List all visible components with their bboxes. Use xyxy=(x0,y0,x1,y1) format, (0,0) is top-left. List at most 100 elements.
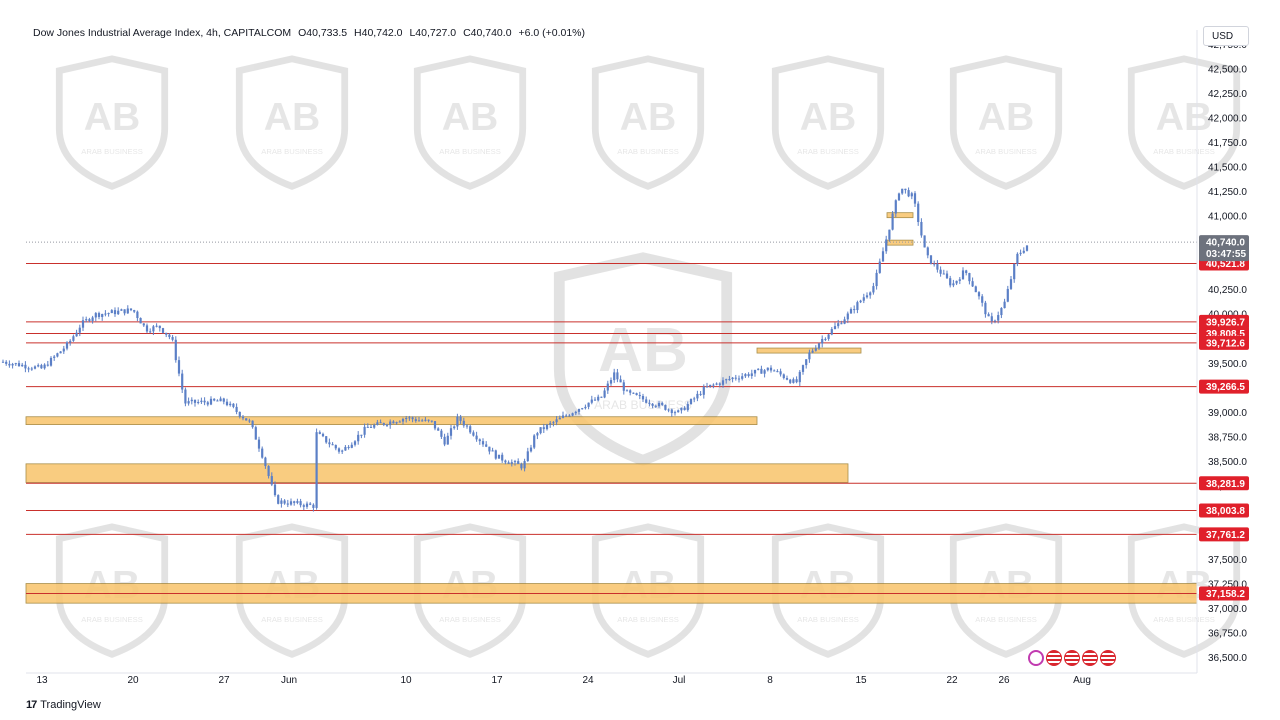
candle-body xyxy=(664,404,667,410)
candle-body xyxy=(593,399,597,401)
level-price-tag xyxy=(1199,335,1249,350)
candle-body xyxy=(670,409,673,414)
time-tick-label: 22 xyxy=(946,675,958,686)
candle-body xyxy=(462,420,465,426)
candle-body xyxy=(785,378,789,380)
candle-body xyxy=(238,411,241,417)
candle-body xyxy=(177,360,181,374)
time-tick-label: 26 xyxy=(998,675,1010,686)
candle-body xyxy=(571,413,574,416)
candle-body xyxy=(968,273,971,282)
candle-body xyxy=(981,296,984,303)
candle-body xyxy=(910,193,913,197)
candle-body xyxy=(702,386,705,395)
candle-body xyxy=(453,426,456,429)
candle-body xyxy=(552,422,555,424)
candle-body xyxy=(75,332,78,337)
candle-body xyxy=(789,379,792,383)
candle-body xyxy=(865,295,869,298)
candle-body xyxy=(414,419,417,422)
candle-body xyxy=(721,380,725,385)
candle-body xyxy=(641,395,645,400)
candle-body xyxy=(577,409,581,412)
candle-body xyxy=(149,331,152,333)
candle-body xyxy=(401,418,405,422)
candle-body xyxy=(69,340,72,343)
candle-body xyxy=(481,441,485,445)
candle-body xyxy=(254,427,257,440)
candle-body xyxy=(27,368,30,370)
tradingview-brand[interactable]: 17 TradingView xyxy=(26,699,101,711)
candle-body xyxy=(235,406,238,412)
candle-body xyxy=(747,374,750,376)
price-tick-label: 41,500.0 xyxy=(1208,163,1247,174)
candle-body xyxy=(862,297,865,301)
supply-demand-zone xyxy=(25,463,849,483)
candle-body xyxy=(200,400,203,403)
event-flag-us-icon[interactable] xyxy=(1064,650,1080,666)
candle-body xyxy=(331,444,334,446)
candle-body xyxy=(731,377,734,380)
candle-body xyxy=(606,383,609,391)
candle-body xyxy=(888,229,891,240)
level-price-tag xyxy=(1199,476,1249,491)
candle-body xyxy=(469,426,472,433)
candle-body xyxy=(43,364,46,369)
candle-body xyxy=(120,309,123,311)
event-flag-us-icon[interactable] xyxy=(1046,650,1062,666)
candle-body xyxy=(613,372,616,381)
candle-body xyxy=(856,302,859,311)
watermark-shield-icon: AB ARAB BUSINESS xyxy=(235,55,349,190)
level-price-tag-label: 38,281.9 xyxy=(1206,479,1245,490)
candle-body xyxy=(657,402,661,407)
candle-body xyxy=(945,273,949,279)
candle-body xyxy=(683,407,686,411)
candle-body xyxy=(760,368,763,374)
candle-body xyxy=(526,451,529,462)
price-tick-label: 36,750.0 xyxy=(1208,629,1247,640)
candle-body xyxy=(776,371,779,373)
candle-body xyxy=(846,313,849,320)
candle-body xyxy=(750,373,753,376)
candle-body xyxy=(299,501,302,506)
candle-body xyxy=(753,369,757,374)
candle-body xyxy=(993,320,997,322)
currency-button[interactable]: USD xyxy=(1203,26,1249,46)
candle-body xyxy=(795,379,798,383)
ohlc-low: L40,727.0 xyxy=(409,27,457,39)
candle-body xyxy=(389,421,392,426)
price-tags-layer: 40,521.8 39,926.739,808.539,712.6 39,266.5… xyxy=(1199,235,1249,601)
candle-body xyxy=(421,420,424,422)
candle-body xyxy=(261,448,264,458)
symbol-name: Dow Jones Industrial Average Index, 4h, … xyxy=(33,27,292,39)
candle-body xyxy=(248,420,251,422)
candle-body xyxy=(357,434,360,442)
candle-body xyxy=(21,364,24,367)
event-flag-us-icon[interactable] xyxy=(1082,650,1098,666)
candle-body xyxy=(363,426,366,435)
candle-body xyxy=(558,417,561,420)
supply-demand-zone xyxy=(886,212,914,219)
watermark-text: ARAB BUSINESS xyxy=(1153,147,1215,156)
candle-body xyxy=(126,308,129,314)
candle-body xyxy=(779,371,782,375)
candle-body xyxy=(197,402,200,404)
candle-body xyxy=(926,247,929,256)
candle-body xyxy=(987,314,990,317)
candle-body xyxy=(616,372,619,380)
candle-body xyxy=(161,328,165,333)
candle-body xyxy=(353,441,357,445)
event-flag-us-icon[interactable] xyxy=(1100,650,1116,666)
time-tick-label: Aug xyxy=(1073,675,1091,686)
candle-body xyxy=(565,415,568,417)
brand-name: TradingView xyxy=(40,699,101,711)
candle-body xyxy=(251,420,254,428)
candle-body xyxy=(901,188,904,194)
candle-body xyxy=(792,379,795,383)
watermark-text: ARAB BUSINESS xyxy=(594,398,692,412)
candle-body xyxy=(145,325,149,332)
event-lightning-icon[interactable] xyxy=(1028,650,1044,666)
price-tick-label: 40,250.0 xyxy=(1208,285,1247,296)
level-price-tag-label: 39,926.7 xyxy=(1206,317,1245,328)
